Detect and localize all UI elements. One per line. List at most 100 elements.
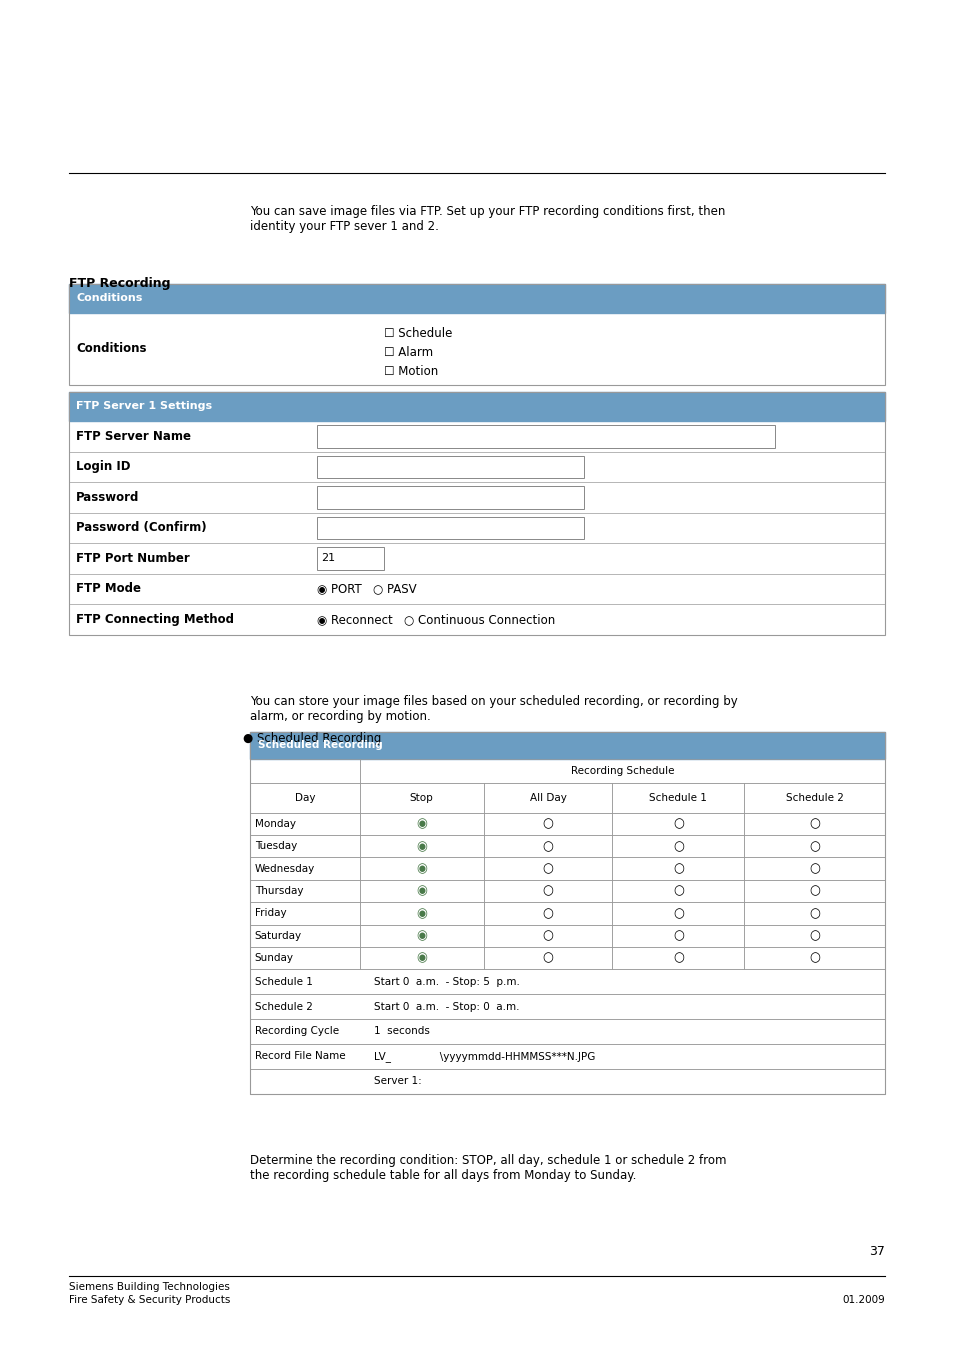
- Bar: [250, 925, 359, 946]
- Bar: [250, 1069, 884, 1094]
- Text: ○: ○: [808, 817, 820, 830]
- Text: ○: ○: [672, 929, 683, 942]
- Text: ○: ○: [542, 952, 553, 965]
- Text: ○: ○: [542, 840, 553, 853]
- Bar: [69, 284, 884, 313]
- Bar: [250, 902, 359, 925]
- Bar: [612, 783, 743, 813]
- Text: You can save image files via FTP. Set up your FTP recording conditions first, th: You can save image files via FTP. Set up…: [250, 205, 724, 234]
- Bar: [483, 836, 612, 857]
- Bar: [316, 547, 383, 570]
- Bar: [743, 857, 884, 880]
- Bar: [250, 732, 884, 1094]
- Text: Login ID: Login ID: [76, 460, 131, 474]
- Bar: [483, 902, 612, 925]
- Text: ○: ○: [672, 817, 683, 830]
- Text: Day: Day: [294, 792, 314, 803]
- Text: You can store your image files based on your scheduled recording, or recording b: You can store your image files based on …: [250, 695, 737, 724]
- Text: ○: ○: [808, 907, 820, 919]
- Bar: [483, 946, 612, 969]
- Text: Monday: Monday: [254, 819, 295, 829]
- Bar: [69, 284, 884, 385]
- Bar: [250, 783, 359, 813]
- Text: ○: ○: [808, 863, 820, 875]
- Bar: [359, 759, 884, 783]
- Text: ◉: ◉: [416, 817, 427, 830]
- Bar: [250, 969, 884, 994]
- Text: ◉: ◉: [416, 840, 427, 853]
- Bar: [250, 994, 884, 1019]
- Text: 21: 21: [321, 554, 335, 563]
- Text: Schedule 2: Schedule 2: [254, 1002, 313, 1011]
- Text: ◉ PORT   ○ PASV: ◉ PORT ○ PASV: [316, 582, 416, 595]
- Text: ◉: ◉: [416, 884, 427, 898]
- Text: Record File Name: Record File Name: [254, 1052, 345, 1061]
- Text: ○: ○: [808, 884, 820, 898]
- Text: FTP Server Name: FTP Server Name: [76, 429, 192, 443]
- Bar: [743, 813, 884, 836]
- Text: Tuesday: Tuesday: [254, 841, 296, 852]
- Bar: [483, 813, 612, 836]
- Bar: [69, 392, 884, 634]
- Bar: [612, 902, 743, 925]
- Text: ○: ○: [808, 840, 820, 853]
- Text: ○: ○: [672, 952, 683, 965]
- Text: ◉: ◉: [416, 952, 427, 965]
- Bar: [743, 880, 884, 902]
- Bar: [359, 902, 483, 925]
- Bar: [250, 813, 359, 836]
- Text: Friday: Friday: [254, 909, 286, 918]
- Text: ◉ Reconnect   ○ Continuous Connection: ◉ Reconnect ○ Continuous Connection: [316, 613, 555, 626]
- Text: Start 0  a.m.  - Stop: 5  p.m.: Start 0 a.m. - Stop: 5 p.m.: [374, 976, 519, 987]
- Bar: [612, 857, 743, 880]
- Text: ○: ○: [542, 907, 553, 919]
- Bar: [743, 836, 884, 857]
- Bar: [743, 925, 884, 946]
- Text: Conditions: Conditions: [76, 293, 143, 304]
- Bar: [250, 836, 359, 857]
- Text: Server 1:: Server 1:: [374, 1076, 421, 1087]
- Text: ○: ○: [808, 952, 820, 965]
- Text: ● Scheduled Recording: ● Scheduled Recording: [243, 732, 381, 745]
- Bar: [612, 813, 743, 836]
- Text: ☐ Motion: ☐ Motion: [383, 366, 437, 378]
- Bar: [250, 1044, 884, 1069]
- Text: Stop: Stop: [410, 792, 433, 803]
- Bar: [316, 486, 583, 509]
- Text: ○: ○: [672, 840, 683, 853]
- Bar: [612, 946, 743, 969]
- Bar: [612, 836, 743, 857]
- Text: LV_               \yyyymmdd-HHMMSS***N.JPG: LV_ \yyyymmdd-HHMMSS***N.JPG: [374, 1050, 595, 1061]
- Bar: [359, 857, 483, 880]
- Text: FTP Mode: FTP Mode: [76, 582, 141, 595]
- Text: ◉: ◉: [416, 907, 427, 919]
- Text: Thursday: Thursday: [254, 886, 303, 896]
- Text: ○: ○: [542, 929, 553, 942]
- Text: Password: Password: [76, 491, 139, 504]
- Text: Schedule 1: Schedule 1: [254, 976, 313, 987]
- Text: ○: ○: [672, 884, 683, 898]
- Bar: [250, 732, 884, 759]
- Bar: [359, 836, 483, 857]
- Text: Siemens Building Technologies: Siemens Building Technologies: [69, 1282, 230, 1292]
- Bar: [483, 857, 612, 880]
- Text: Schedule 2: Schedule 2: [785, 792, 842, 803]
- Bar: [359, 925, 483, 946]
- Bar: [316, 517, 583, 539]
- Text: ○: ○: [672, 907, 683, 919]
- Text: FTP Server 1 Settings: FTP Server 1 Settings: [76, 401, 213, 412]
- Text: 1  seconds: 1 seconds: [374, 1026, 430, 1037]
- Bar: [612, 925, 743, 946]
- Bar: [250, 880, 359, 902]
- Text: Recording Cycle: Recording Cycle: [254, 1026, 338, 1037]
- Bar: [612, 880, 743, 902]
- Text: ☐ Alarm: ☐ Alarm: [383, 346, 432, 359]
- Bar: [483, 925, 612, 946]
- Text: Fire Safety & Security Products: Fire Safety & Security Products: [69, 1296, 230, 1305]
- Text: Start 0  a.m.  - Stop: 0  a.m.: Start 0 a.m. - Stop: 0 a.m.: [374, 1002, 519, 1011]
- Text: ○: ○: [542, 884, 553, 898]
- Text: Wednesday: Wednesday: [254, 864, 314, 873]
- Bar: [250, 857, 359, 880]
- Text: Recording Schedule: Recording Schedule: [570, 765, 674, 776]
- Bar: [483, 783, 612, 813]
